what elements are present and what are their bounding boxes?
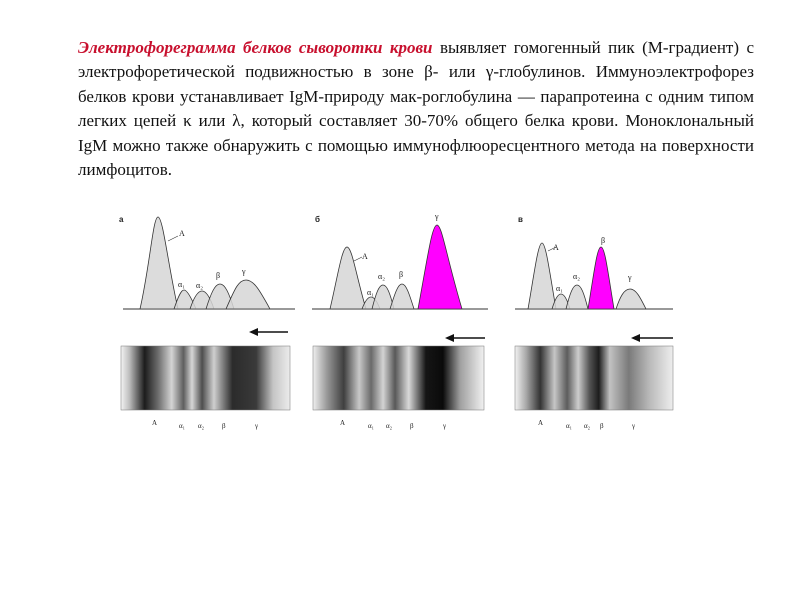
band-label-alpha2: α₂ — [386, 422, 393, 430]
band-label-gamma: γ — [631, 422, 635, 430]
panel-letter-c: в — [518, 215, 523, 224]
electrophoregram-figure: а A α₁ α₂ β γ A α₁ α₂ β γ б — [119, 212, 674, 430]
electrophoresis-strip — [313, 346, 484, 410]
densitogram-m-peak-gamma — [417, 224, 463, 310]
peak-label-alpha2: α₂ — [196, 281, 203, 290]
panel-c: в A α₁ α₂ β γ A α₁ α₂ β γ — [514, 215, 674, 430]
panel-letter-a: а — [119, 215, 124, 224]
direction-arrow-c — [631, 334, 673, 342]
densitogram-peak-beta — [389, 283, 415, 310]
peak-label-gamma: γ — [241, 267, 246, 276]
densitogram-m-peak-beta — [587, 246, 615, 310]
band-label-albumin: A — [538, 419, 543, 427]
densitogram-peak-alpha2 — [371, 284, 395, 310]
description-paragraph: Электрофореграмма белков сыворотки крови… — [78, 36, 754, 182]
band-label-gamma: γ — [254, 422, 258, 430]
peak-label-alpha1: α₁ — [367, 288, 374, 297]
band-label-alpha2: α₂ — [198, 422, 205, 430]
band-label-beta: β — [222, 422, 226, 430]
densitogram-peak-gamma — [615, 288, 647, 310]
peak-label-alpha2: α₂ — [378, 272, 385, 281]
peak-label-beta: β — [601, 236, 605, 245]
peak-label-albumin: A — [362, 252, 368, 261]
peak-label-gamma: γ — [434, 212, 439, 221]
band-label-albumin: A — [340, 419, 345, 427]
lead-term: Электрофореграмма белков сыворотки крови — [78, 38, 433, 57]
direction-arrow-a — [249, 328, 288, 336]
densitogram-peak-alpha2 — [565, 284, 589, 310]
band-label-alpha1: α₁ — [566, 422, 572, 430]
peak-label-alpha1: α₁ — [556, 284, 563, 293]
band-label-gamma: γ — [442, 422, 446, 430]
electrophoresis-strip — [121, 346, 290, 410]
arrow-left-icon — [445, 334, 454, 342]
densitogram-peak-albumin — [527, 242, 557, 310]
band-label-beta: β — [410, 422, 414, 430]
densitogram-peak-albumin — [329, 246, 367, 310]
panel-b: б A α₁ α₂ β γ A α₁ α₂ β γ — [312, 212, 488, 430]
peak-label-albumin: A — [179, 229, 185, 238]
peak-label-gamma: γ — [627, 273, 632, 282]
band-label-alpha2: α₂ — [584, 422, 591, 430]
band-label-beta: β — [600, 422, 604, 430]
peak-label-beta: β — [399, 270, 403, 279]
arrow-left-icon — [249, 328, 258, 336]
paragraph-body: выявляет гомогенный пик (М-градиент) с э… — [78, 38, 754, 180]
electrophoresis-strip — [515, 346, 673, 410]
peak-label-albumin: A — [553, 243, 559, 252]
band-label-albumin: A — [152, 419, 157, 427]
peak-label-alpha1: α₁ — [178, 280, 185, 289]
peak-label-beta: β — [216, 271, 220, 280]
arrow-left-icon — [631, 334, 640, 342]
panel-letter-b: б — [315, 215, 320, 224]
peak-label-alpha2: α₂ — [573, 272, 580, 281]
densitogram-peak-gamma — [225, 279, 271, 310]
direction-arrow-b — [445, 334, 485, 342]
band-label-alpha1: α₁ — [368, 422, 374, 430]
panel-a: а A α₁ α₂ β γ A α₁ α₂ β γ — [119, 215, 295, 430]
densitogram-peak-albumin — [139, 216, 179, 310]
band-label-alpha1: α₁ — [179, 422, 185, 430]
